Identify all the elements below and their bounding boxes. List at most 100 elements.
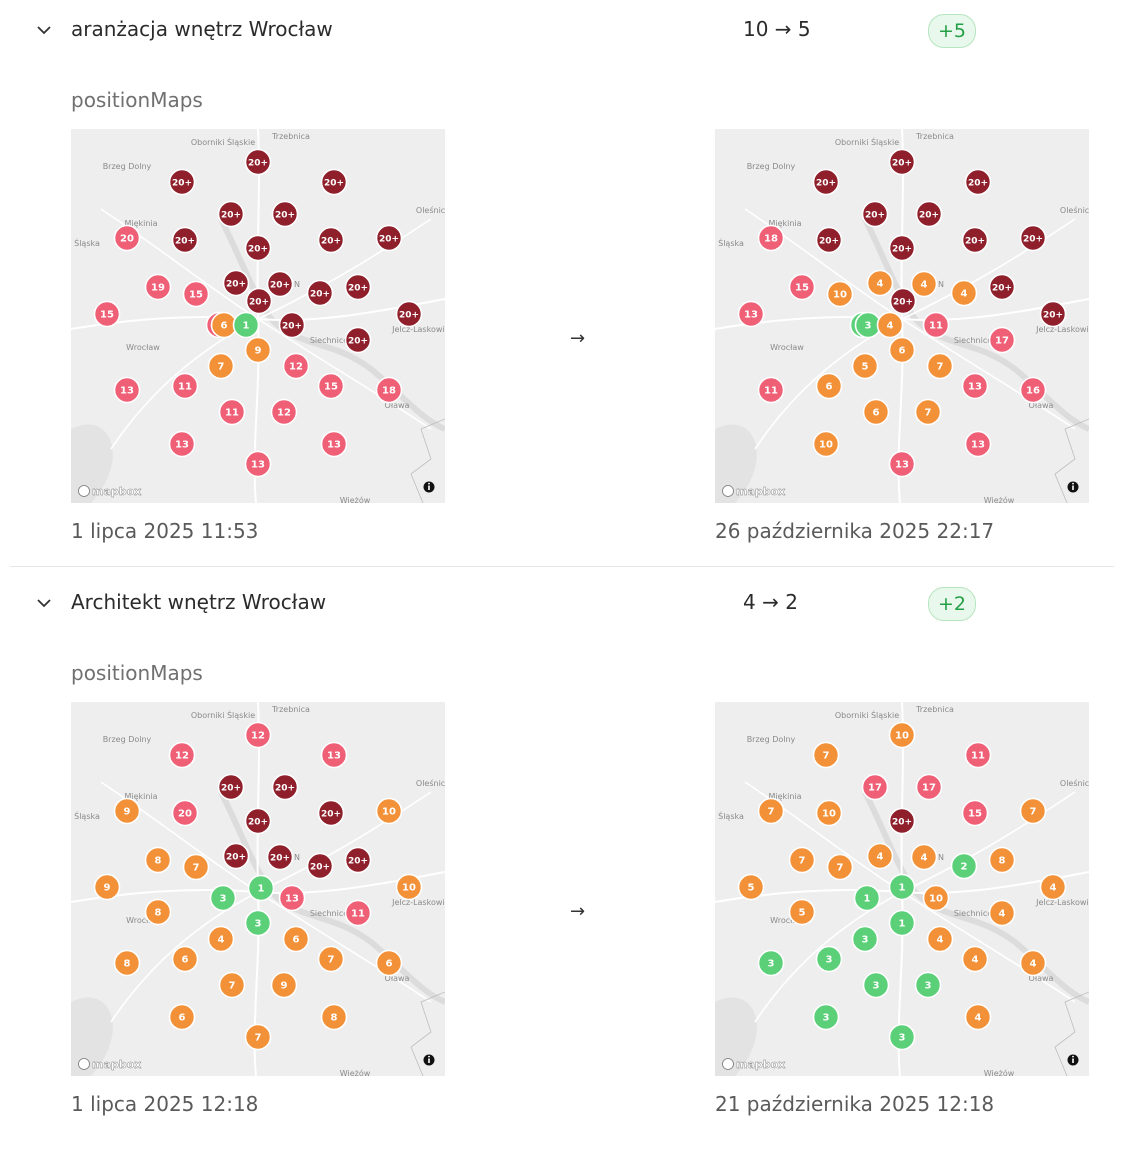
rank-marker[interactable]: 4 (988, 899, 1016, 927)
rank-marker[interactable]: 1 (888, 873, 916, 901)
rank-marker[interactable]: 20+ (244, 234, 272, 262)
rank-marker[interactable]: 8 (113, 949, 141, 977)
rank-marker[interactable]: 1 (232, 311, 260, 339)
rank-marker[interactable]: 5 (737, 873, 765, 901)
rank-marker[interactable]: 20+ (320, 168, 348, 196)
rank-marker[interactable]: 4 (910, 843, 938, 871)
rank-marker[interactable]: 20+ (217, 200, 245, 228)
rank-marker[interactable]: 3 (209, 884, 237, 912)
rank-marker[interactable]: 20+ (222, 842, 250, 870)
rank-marker[interactable]: 7 (788, 846, 816, 874)
rank-marker[interactable]: 20+ (271, 200, 299, 228)
rank-marker[interactable]: 20+ (395, 300, 423, 328)
rank-marker[interactable]: 4 (926, 925, 954, 953)
mapbox-logo[interactable]: mapbox (722, 485, 786, 498)
rank-marker[interactable]: 4 (961, 945, 989, 973)
rank-marker[interactable]: 3 (244, 909, 272, 937)
position-map-before[interactable]: Trzebnica Oborniki Śląskie Brzeg Dolny Oleś… (71, 702, 445, 1076)
rank-marker[interactable]: 19 (144, 273, 172, 301)
rank-marker[interactable]: 18 (375, 376, 403, 404)
position-map-before[interactable]: Trzebnica Oborniki Śląskie Brzeg Dolny Oleś… (71, 129, 445, 503)
rank-marker[interactable]: 18 (757, 224, 785, 252)
rank-marker[interactable]: 3 (757, 949, 785, 977)
rank-marker[interactable]: 13 (113, 376, 141, 404)
rank-marker[interactable]: 13 (961, 372, 989, 400)
rank-marker[interactable]: 1 (247, 874, 275, 902)
rank-marker[interactable]: 20+ (222, 269, 250, 297)
rank-marker[interactable]: 20+ (344, 326, 372, 354)
rank-marker[interactable]: 20+ (344, 273, 372, 301)
rank-marker[interactable]: 11 (964, 741, 992, 769)
rank-marker[interactable]: 3 (851, 925, 879, 953)
rank-marker[interactable]: 9 (244, 336, 272, 364)
rank-marker[interactable]: 7 (207, 352, 235, 380)
rank-marker[interactable]: 3 (812, 1003, 840, 1031)
rank-marker[interactable]: 20+ (168, 168, 196, 196)
rank-marker[interactable]: 20+ (245, 287, 273, 315)
rank-marker[interactable]: 9 (113, 797, 141, 825)
info-icon[interactable] (423, 1054, 435, 1066)
rank-marker[interactable]: 20+ (815, 226, 843, 254)
rank-marker[interactable]: 20+ (217, 773, 245, 801)
rank-marker[interactable]: 20+ (988, 273, 1016, 301)
rank-marker[interactable]: 20+ (271, 773, 299, 801)
rank-marker[interactable]: 11 (218, 398, 246, 426)
info-icon[interactable] (1067, 1054, 1079, 1066)
rank-marker[interactable]: 8 (320, 1003, 348, 1031)
rank-marker[interactable]: 6 (888, 336, 916, 364)
rank-marker[interactable]: 10 (826, 280, 854, 308)
rank-marker[interactable]: 9 (93, 873, 121, 901)
rank-marker[interactable]: 11 (757, 376, 785, 404)
rank-marker[interactable]: 10 (375, 797, 403, 825)
rank-marker[interactable]: 20+ (964, 168, 992, 196)
rank-marker[interactable]: 12 (282, 352, 310, 380)
rank-marker[interactable]: 9 (270, 971, 298, 999)
rank-marker[interactable]: 8 (144, 846, 172, 874)
rank-marker[interactable]: 17 (861, 773, 889, 801)
rank-marker[interactable]: 4 (964, 1003, 992, 1031)
rank-marker[interactable]: 3 (862, 971, 890, 999)
rank-marker[interactable]: 6 (168, 1003, 196, 1031)
rank-marker[interactable]: 20+ (266, 270, 294, 298)
rank-marker[interactable]: 20+ (812, 168, 840, 196)
rank-marker[interactable]: 15 (961, 799, 989, 827)
rank-marker[interactable]: 3 (815, 945, 843, 973)
rank-marker[interactable]: 15 (93, 300, 121, 328)
rank-marker[interactable]: 17 (988, 326, 1016, 354)
rank-marker[interactable]: 13 (737, 300, 765, 328)
rank-marker[interactable]: 13 (278, 884, 306, 912)
rank-marker[interactable]: 4 (866, 269, 894, 297)
rank-marker[interactable]: 1 (853, 884, 881, 912)
rank-marker[interactable]: 20+ (317, 799, 345, 827)
rank-marker[interactable]: 20+ (961, 226, 989, 254)
rank-marker[interactable]: 7 (218, 971, 246, 999)
rank-marker[interactable]: 20+ (244, 807, 272, 835)
rank-marker[interactable]: 11 (344, 899, 372, 927)
rank-marker[interactable]: 12 (244, 721, 272, 749)
rank-marker[interactable]: 4 (1039, 873, 1067, 901)
rank-marker[interactable]: 11 (171, 372, 199, 400)
rank-marker[interactable]: 20+ (375, 224, 403, 252)
mapbox-logo[interactable]: mapbox (722, 1058, 786, 1071)
mapbox-logo[interactable]: mapbox (78, 485, 142, 498)
rank-marker[interactable]: 4 (876, 311, 904, 339)
rank-marker[interactable]: 10 (395, 873, 423, 901)
rank-marker[interactable]: 7 (244, 1023, 272, 1051)
rank-marker[interactable]: 13 (320, 430, 348, 458)
rank-marker[interactable]: 5 (851, 352, 879, 380)
rank-marker[interactable]: 20 (113, 224, 141, 252)
rank-marker[interactable]: 4 (950, 279, 978, 307)
rank-marker[interactable]: 20+ (344, 846, 372, 874)
chevron-down-icon[interactable] (34, 20, 54, 40)
rank-marker[interactable]: 20+ (244, 148, 272, 176)
rank-marker[interactable]: 16 (1019, 376, 1047, 404)
rank-marker[interactable]: 6 (210, 311, 238, 339)
rank-marker[interactable]: 4 (910, 270, 938, 298)
rank-marker[interactable]: 7 (926, 352, 954, 380)
rank-marker[interactable]: 20+ (306, 852, 334, 880)
rank-marker[interactable]: 7 (914, 398, 942, 426)
rank-marker[interactable]: 4 (866, 842, 894, 870)
rank-marker[interactable]: 5 (788, 898, 816, 926)
rank-marker[interactable]: 1 (888, 909, 916, 937)
rank-marker[interactable]: 20+ (266, 843, 294, 871)
